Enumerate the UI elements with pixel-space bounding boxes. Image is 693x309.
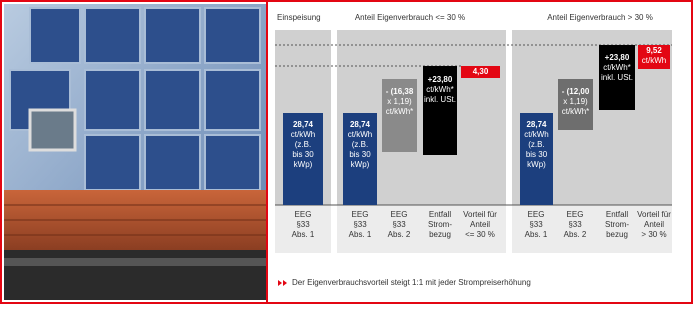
column-label: Vorteil für <box>637 210 671 219</box>
box-text: bis 30 <box>292 150 314 159</box>
box-text: kWp) <box>527 160 546 169</box>
box-text: ct/kWh* <box>603 63 631 72</box>
column-label: Vorteil für <box>463 210 497 219</box>
column-label: <= 30 % <box>465 230 495 239</box>
column-label: EEG <box>352 210 369 219</box>
column-label: Abs. 2 <box>388 230 411 239</box>
column-label: §33 <box>353 220 367 229</box>
column-label: bezug <box>429 230 451 239</box>
header: Einspeisung <box>277 13 321 22</box>
column-label: Abs. 1 <box>292 230 315 239</box>
footer: Der Eigenverbrauchsvorteil steigt 1:1 mi… <box>292 278 531 287</box>
column-label: Anteil <box>644 220 664 229</box>
box-text: - (12,00 <box>562 87 590 96</box>
column-label: Entfall <box>429 210 451 219</box>
box-text: +23,80 <box>428 75 453 84</box>
box-text: inkl. USt. <box>424 95 456 104</box>
box-text: 28,74 <box>350 120 371 129</box>
box-text: 28,74 <box>293 120 314 129</box>
column-label: Abs. 1 <box>349 230 372 239</box>
column-label: bezug <box>606 230 628 239</box>
column-label: EEG <box>528 210 545 219</box>
box-text: (z.B. <box>528 140 544 149</box>
box-text: 4,30 <box>473 67 489 76</box>
box-text: kWp) <box>351 160 370 169</box>
box-text: kWp) <box>294 160 313 169</box>
box-text: bis 30 <box>526 150 548 159</box>
box-text: (z.B. <box>295 140 311 149</box>
box-text: ct/kWh <box>348 130 372 139</box>
column-label: EEG <box>567 210 584 219</box>
column-label: §33 <box>296 220 310 229</box>
box-text: ct/kWh* <box>386 107 414 116</box>
column-label: Strom- <box>605 220 629 229</box>
box-text: ct/kWh <box>291 130 315 139</box>
column-label: Anteil <box>470 220 490 229</box>
column-label: EEG <box>295 210 312 219</box>
photo <box>4 4 266 300</box>
column-label: Abs. 1 <box>525 230 548 239</box>
infographic: Einspeisung Anteil Eigenverbrauch <= 30 … <box>0 0 693 304</box>
column-label: Strom- <box>428 220 452 229</box>
box-text: bis 30 <box>349 150 371 159</box>
column-label: §33 <box>392 220 406 229</box>
box-text: 28,74 <box>526 120 547 129</box>
column-label: > 30 % <box>641 230 666 239</box>
header: Anteil Eigenverbrauch > 30 % <box>547 13 653 22</box>
box-text: - (16,38 <box>386 87 414 96</box>
box-text: ct/kWh <box>642 56 666 65</box>
header: Anteil Eigenverbrauch <= 30 % <box>355 13 465 22</box>
box-text: ct/kWh <box>524 130 548 139</box>
box-text: 9,52 <box>646 46 662 55</box>
column-label: §33 <box>568 220 582 229</box>
box-text: x 1,19) <box>563 97 588 106</box>
box-text: x 1,19) <box>387 97 412 106</box>
column-label: EEG <box>391 210 408 219</box>
box-text: ct/kWh* <box>562 107 590 116</box>
box-text: +23,80 <box>605 53 630 62</box>
box-text: ct/kWh* <box>426 85 454 94</box>
box-text: (z.B. <box>352 140 368 149</box>
column-label: Abs. 2 <box>564 230 587 239</box>
box-text: inkl. USt. <box>601 73 633 82</box>
column-label: §33 <box>529 220 543 229</box>
column-label: Entfall <box>606 210 628 219</box>
